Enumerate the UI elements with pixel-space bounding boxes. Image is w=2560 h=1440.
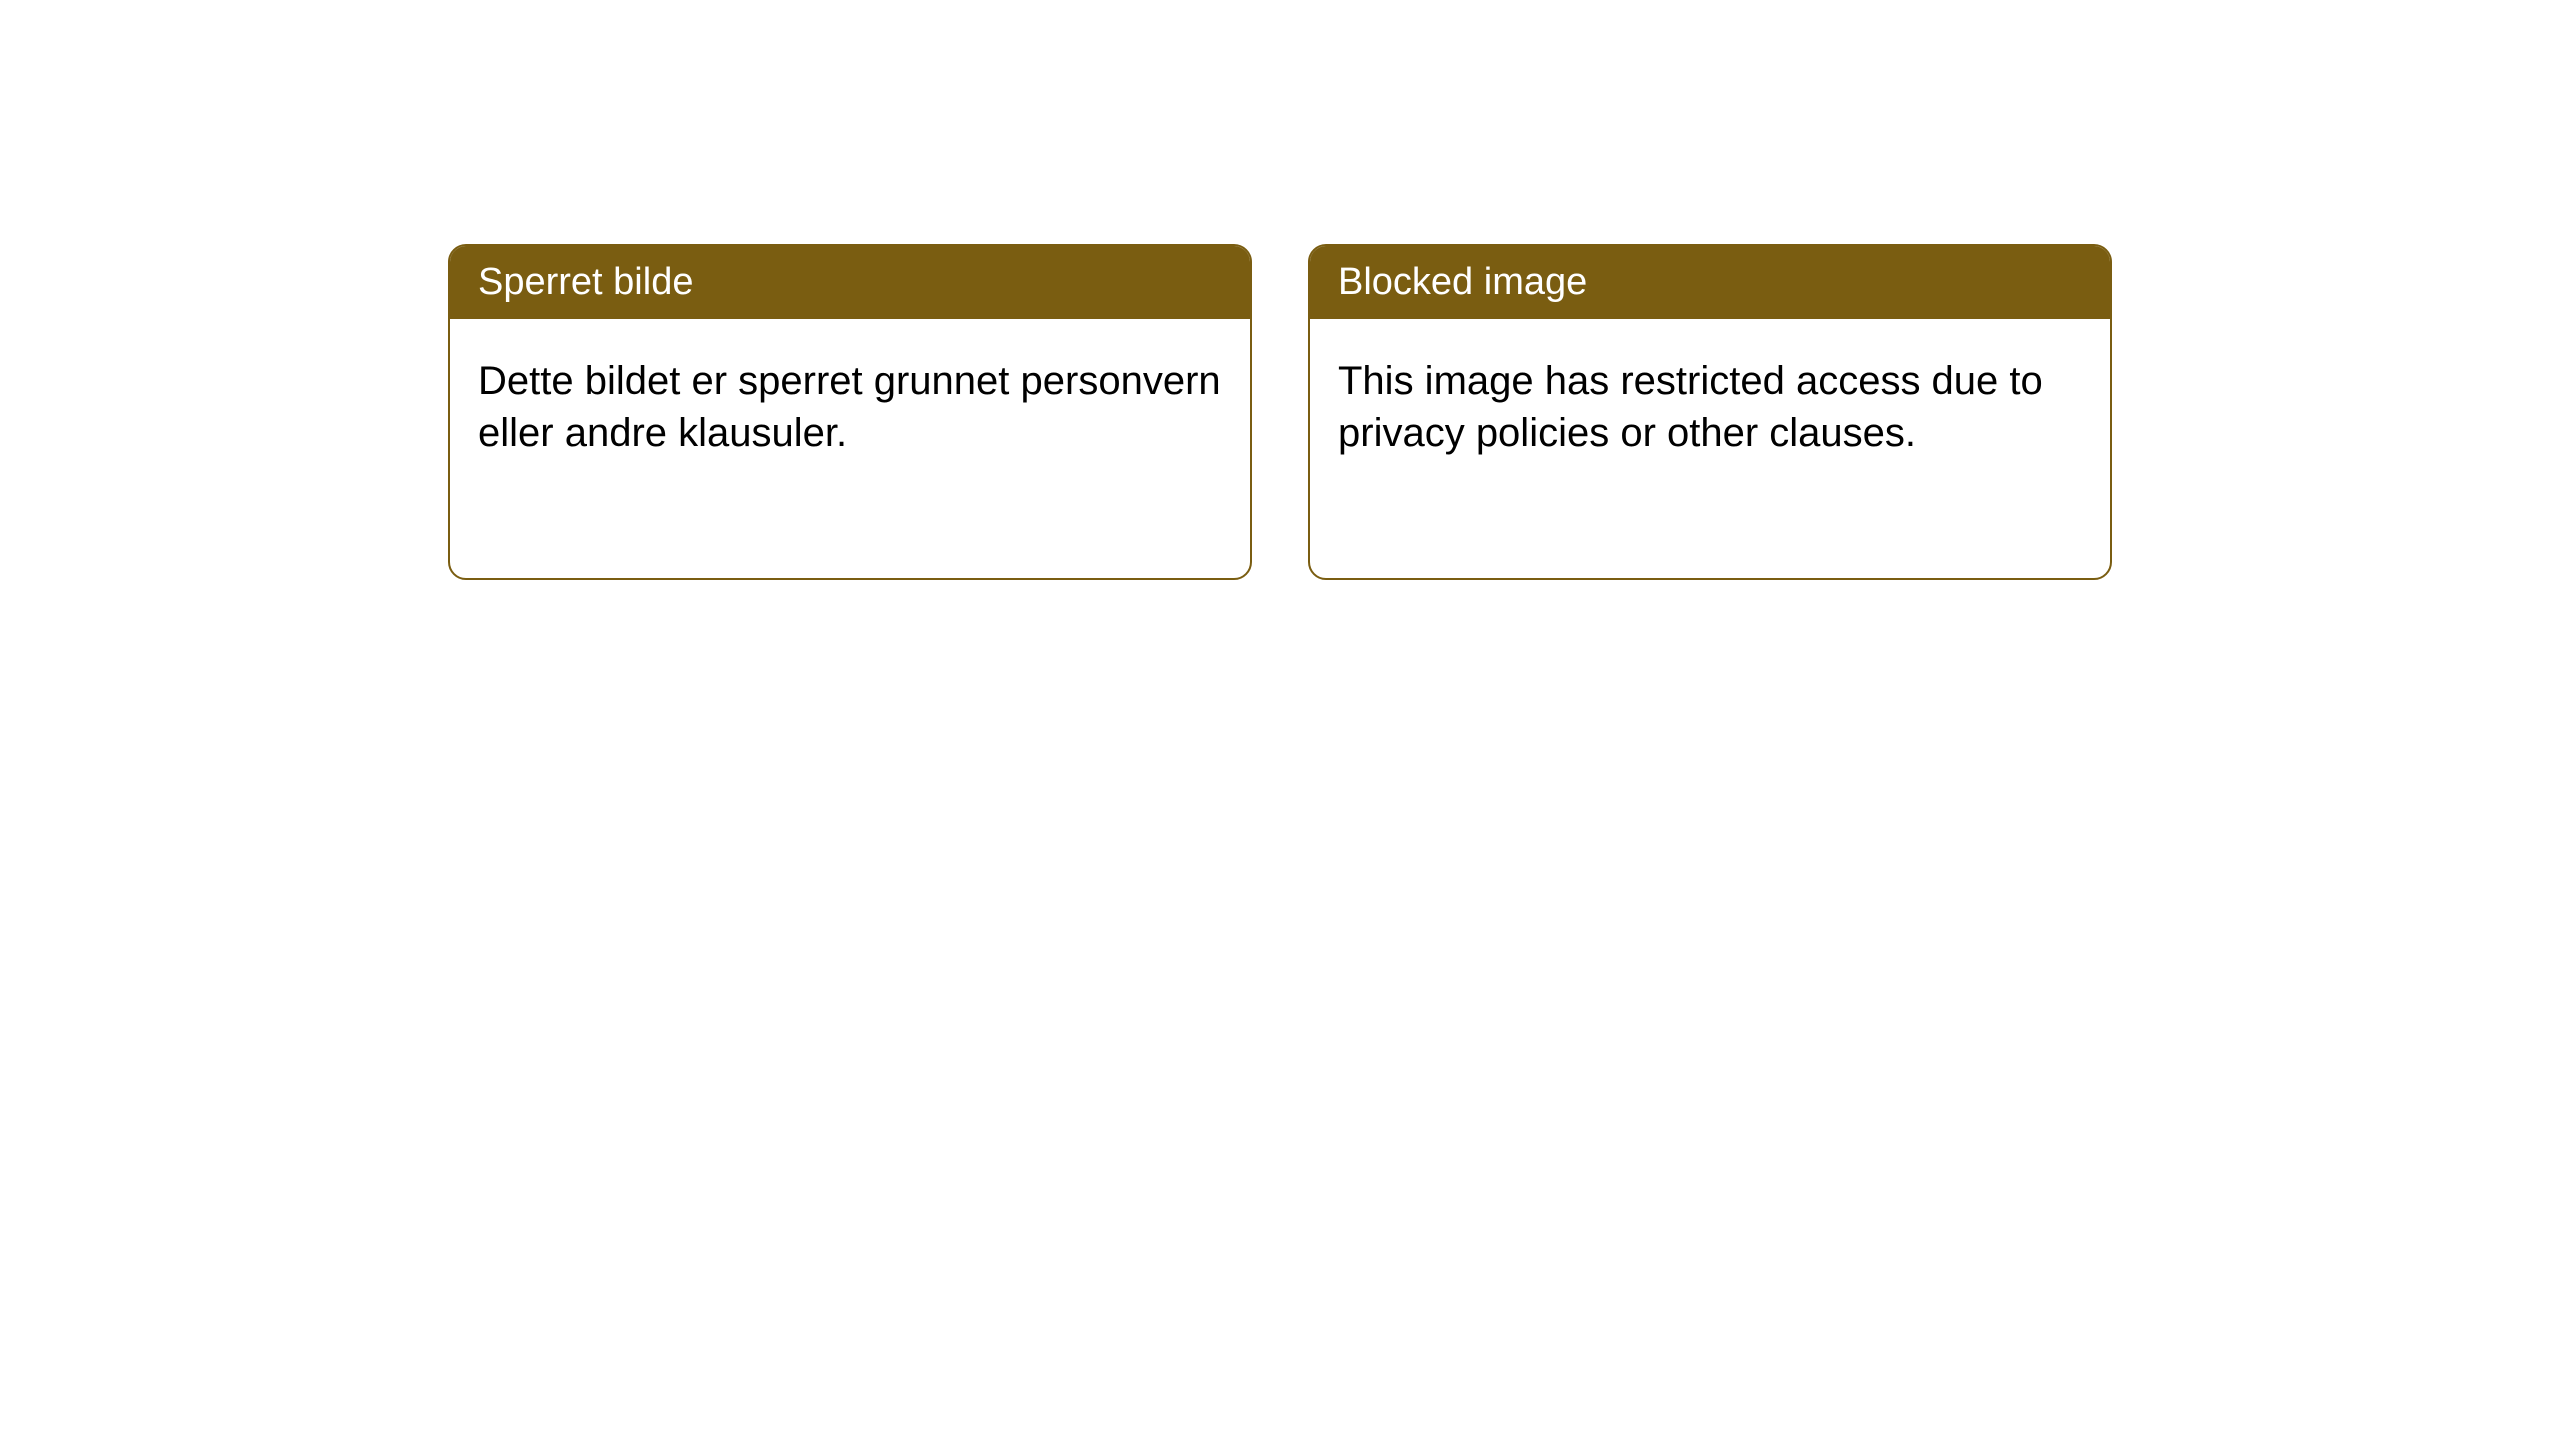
notice-body: This image has restricted access due to … (1310, 319, 2110, 495)
notice-header: Blocked image (1310, 246, 2110, 319)
notice-body-text: This image has restricted access due to … (1338, 359, 2043, 455)
notice-title: Sperret bilde (478, 261, 693, 303)
notice-body-text: Dette bildet er sperret grunnet personve… (478, 359, 1221, 455)
notice-card-english: Blocked image This image has restricted … (1308, 244, 2112, 580)
notice-body: Dette bildet er sperret grunnet personve… (450, 319, 1250, 495)
notice-title: Blocked image (1338, 261, 1587, 303)
notice-card-norwegian: Sperret bilde Dette bildet er sperret gr… (448, 244, 1252, 580)
notice-header: Sperret bilde (450, 246, 1250, 319)
notice-container: Sperret bilde Dette bildet er sperret gr… (0, 0, 2560, 580)
